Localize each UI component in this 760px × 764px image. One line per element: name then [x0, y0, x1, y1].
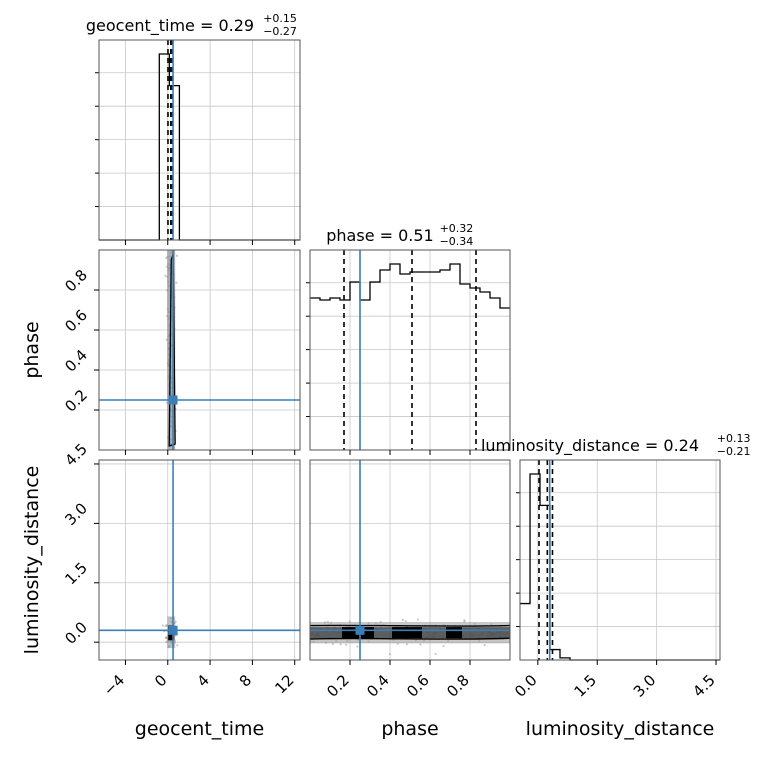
sample-point: [483, 644, 486, 647]
panel-title-luminosity_distance: luminosity_distance = 0.24 +0.13−0.21: [481, 432, 751, 458]
density-peak: [392, 627, 408, 639]
x-axis-label-luminosity_distance: luminosity_distance: [526, 718, 715, 740]
panel-luminosity_distance-luminosity_distance: [516, 459, 721, 665]
sample-point: [416, 618, 419, 621]
density-peak: [406, 627, 422, 639]
x-tick-label-phase: 0.8: [443, 671, 473, 701]
sample-point: [165, 256, 168, 260]
y-axis-label-phase: phase: [21, 321, 43, 378]
x-tick-label-geocent_time: 0: [151, 671, 170, 690]
x-tick-label-phase: 0.4: [363, 671, 393, 701]
sample-point: [419, 643, 422, 646]
sample-point: [175, 281, 178, 284]
x-tick-label-geocent_time: 12: [271, 671, 297, 697]
sample-point: [404, 620, 408, 623]
y-tick-label-phase: 0.4: [61, 346, 91, 376]
sample-point: [463, 619, 466, 622]
title-minus-error: −0.21: [717, 445, 751, 458]
sample-point: [164, 624, 167, 627]
y-tick-label-phase: 0.2: [61, 386, 91, 416]
x-tick-label-geocent_time: 4: [193, 671, 212, 690]
sample-point: [356, 645, 359, 648]
title-plus-error: +0.13: [717, 432, 751, 445]
panel-frame: [98, 39, 301, 241]
contour-lower: [309, 637, 511, 640]
density-peak: [358, 627, 374, 639]
truth-marker: [355, 625, 365, 635]
panel-geocent_time-luminosity_distance: [94, 459, 301, 665]
sample-point: [401, 618, 404, 622]
density-peak: [446, 627, 462, 639]
sample-point: [165, 636, 168, 639]
y-tick-label-luminosity_distance: 3.0: [61, 499, 91, 529]
y-tick-label-phase: 0.6: [61, 306, 91, 336]
x-tick-label-luminosity_distance: 1.5: [570, 671, 600, 701]
y-tick-label-phase: 0.8: [61, 266, 91, 296]
panel-geocent_time-geocent_time: [95, 39, 301, 245]
density-peak: [342, 627, 358, 639]
panel-title-phase: phase = 0.51 +0.32−0.34: [326, 222, 473, 248]
sample-point: [165, 641, 168, 644]
y-tick-label-luminosity_distance: 4.5: [61, 440, 91, 470]
sample-point: [164, 636, 167, 640]
contour-upper: [309, 624, 511, 627]
x-axis-label-phase: phase: [381, 718, 438, 740]
sample-point: [339, 643, 342, 646]
sample-point: [164, 274, 167, 277]
title-minus-error: −0.34: [440, 235, 474, 248]
title-value: geocent_time = 0.29: [86, 16, 254, 36]
sample-point: [434, 652, 437, 655]
truth-marker: [168, 395, 178, 405]
x-tick-label-luminosity_distance: 4.5: [689, 671, 719, 701]
panel-frame: [309, 249, 511, 451]
x-tick-label-phase: 0.2: [323, 671, 353, 701]
title-plus-error: +0.32: [440, 222, 474, 235]
sample-point: [175, 254, 179, 257]
y-tick-label-luminosity_distance: 1.5: [61, 559, 91, 589]
panel-phase-phase: [306, 249, 511, 455]
histogram-geocent_time: [99, 53, 300, 241]
x-tick-label-luminosity_distance: 3.0: [630, 671, 660, 701]
x-tick-label-luminosity_distance: 0.0: [511, 671, 541, 701]
sample-point: [345, 643, 348, 646]
y-axis-label-luminosity_distance: luminosity_distance: [21, 466, 43, 655]
x-axis-label-geocent_time: geocent_time: [135, 718, 264, 740]
y-tick-label-luminosity_distance: 0.0: [61, 618, 91, 648]
panel-title-geocent_time: geocent_time = 0.29 +0.15−0.27: [86, 12, 297, 38]
panel-geocent_time-phase: [94, 249, 301, 455]
title-value: luminosity_distance = 0.24: [481, 436, 699, 456]
sample-point: [176, 644, 179, 647]
x-tick-label-geocent_time: −4: [100, 671, 128, 699]
sample-point: [388, 653, 392, 656]
histogram-phase: [310, 263, 510, 309]
x-tick-label-geocent_time: 8: [236, 671, 255, 690]
sample-point: [331, 642, 334, 646]
panel-frame: [519, 459, 721, 661]
sample-point: [405, 643, 409, 646]
sample-point: [161, 624, 164, 627]
x-tick-label-phase: 0.6: [403, 671, 433, 701]
panel-frame: [98, 249, 301, 451]
panel-phase-luminosity_distance: [309, 459, 511, 665]
panel-frame: [309, 459, 511, 661]
title-value: phase = 0.51: [326, 226, 433, 245]
density-band: [167, 250, 176, 450]
truth-marker: [168, 625, 178, 635]
panel-frame: [98, 459, 301, 661]
title-minus-error: −0.27: [263, 25, 297, 38]
title-plus-error: +0.15: [263, 12, 297, 25]
sample-point: [442, 644, 445, 648]
